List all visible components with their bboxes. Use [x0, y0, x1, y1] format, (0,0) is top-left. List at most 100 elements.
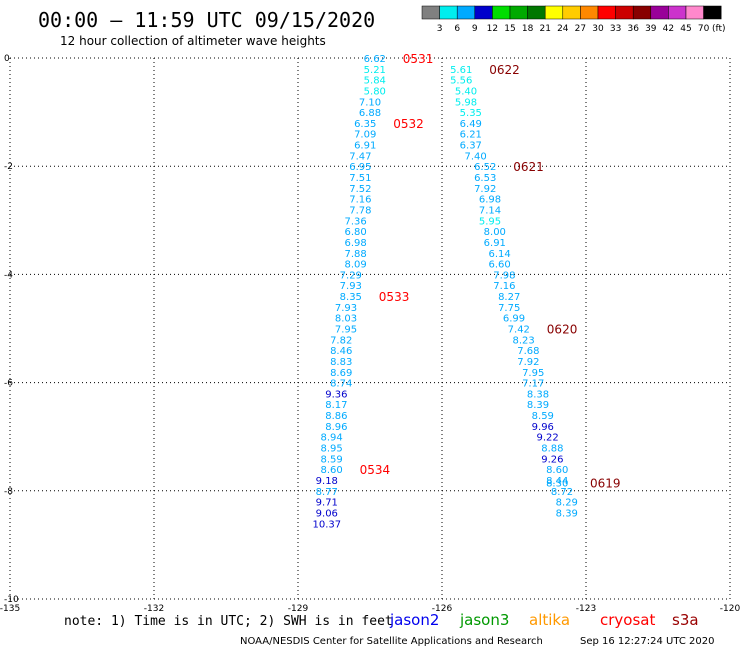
satellite-altika: altika: [529, 611, 570, 629]
swh-value: 7.93: [340, 281, 362, 292]
swh-value: 7.95: [335, 325, 357, 336]
swh-value: 8.72: [551, 487, 573, 498]
legend-bin-label: 42: [663, 24, 674, 34]
swh-value: 7.98: [493, 270, 515, 281]
swh-value: 5.84: [364, 76, 386, 87]
grid: -135 -132 -129 -126 -123 -120 0 -2 -4 -6 -8 -10: [0, 54, 740, 614]
swh-value: 9.18: [316, 476, 338, 487]
swh-value: 6.98: [479, 195, 501, 206]
swh-value: 7.42: [508, 325, 530, 336]
swh-value: 7.14: [479, 205, 501, 216]
swh-value: 7.10: [359, 97, 381, 108]
swh-value: 5.40: [455, 86, 477, 97]
swh-value: 8.74: [330, 379, 352, 390]
legend-swatch: [421, 5, 440, 20]
swh-value: 6.52: [474, 162, 496, 173]
footer-credit: NOAA/NESDIS Center for Satellite Applica…: [240, 636, 543, 647]
swh-value: 8.94: [320, 433, 342, 444]
y-tick-label: -8: [4, 487, 13, 497]
swh-value: 7.78: [349, 205, 371, 216]
swh-value: 7.36: [344, 216, 366, 227]
swh-value: 8.27: [498, 292, 520, 303]
swh-value: 5.35: [460, 108, 482, 119]
legend-swatch: [474, 5, 493, 20]
y-tick-label: -4: [4, 270, 13, 280]
y-tick-label: -6: [4, 379, 13, 389]
swh-value: 7.88: [344, 249, 366, 260]
legend-swatch: [650, 5, 669, 20]
swh-value: 6.88: [359, 108, 381, 119]
swh-value: 8.95: [320, 444, 342, 455]
swh-value: 9.26: [541, 454, 563, 465]
swh-value: 6.91: [484, 238, 506, 249]
swh-value: 6.60: [488, 260, 510, 271]
x-tick-label: -135: [0, 604, 20, 614]
x-tick-label: -132: [144, 604, 164, 614]
time-label: 0531: [403, 52, 434, 66]
legend-swatch: [509, 5, 528, 20]
legend-swatch: [492, 5, 511, 20]
satellite-s3a: s3a: [672, 611, 699, 629]
swh-value: 7.68: [517, 346, 539, 357]
legend-swatch: [527, 5, 546, 20]
legend-bin-label: 15: [504, 24, 515, 34]
legend-bin-label: 70: [698, 24, 710, 34]
swh-value: 7.92: [474, 184, 496, 195]
satellite-jason2: jason2: [389, 611, 439, 629]
y-tick-label: -2: [4, 162, 13, 172]
legend-bin-label: 3: [437, 24, 443, 34]
swh-value: 5.21: [364, 65, 386, 76]
legend-bin-label: 12: [487, 24, 498, 34]
swh-value: 7.47: [349, 151, 371, 162]
legend-bin-label: 18: [522, 24, 534, 34]
legend-swatch: [615, 5, 634, 20]
swh-value: 8.23: [512, 335, 534, 346]
swh-value: 8.60: [546, 465, 568, 476]
swh-value: 7.29: [340, 270, 362, 281]
swh-value: 8.77: [316, 487, 338, 498]
legend-bin-label: 9: [472, 24, 478, 34]
legend-swatch: [685, 5, 704, 20]
x-tick-label: -120: [720, 604, 740, 614]
time-label: 0533: [379, 290, 410, 304]
swh-value: 9.22: [536, 433, 558, 444]
swh-value: 8.60: [320, 465, 342, 476]
time-label: 0534: [360, 463, 391, 477]
swh-value: 8.83: [330, 357, 352, 368]
swh-value: 6.35: [354, 119, 376, 130]
swh-value: 7.92: [517, 357, 539, 368]
swh-value: 10.37: [312, 519, 341, 530]
swh-value: 7.95: [522, 368, 544, 379]
swh-value: 8.96: [325, 422, 347, 433]
swh-value: 5.56: [450, 76, 472, 87]
swh-value: 8.86: [325, 411, 347, 422]
legend-swatch: [580, 5, 599, 20]
footer-timestamp: Sep 16 12:27:24 UTC 2020: [580, 636, 714, 647]
swh-value: 6.62: [364, 54, 386, 65]
legend-swatch: [597, 5, 616, 20]
swh-value: 8.69: [330, 368, 352, 379]
swh-value: 8.29: [556, 498, 578, 509]
swh-value: 5.80: [364, 86, 386, 97]
time-label: 0620: [547, 323, 578, 337]
swh-value: 8.44: [546, 476, 568, 487]
swh-value: 9.06: [316, 508, 338, 519]
y-tick-label: 0: [4, 54, 10, 64]
swh-value: 6.80: [344, 227, 366, 238]
legend-bin-label: 30: [592, 24, 604, 34]
y-tick-label: -10: [4, 595, 19, 605]
footer-note: note: 1) Time is in UTC; 2) SWH is in fe…: [64, 614, 393, 629]
swh-value: 6.21: [460, 130, 482, 141]
time-label: 0621: [513, 160, 544, 174]
swh-value: 7.40: [464, 151, 486, 162]
tracks: 6.625.215.845.807.106.886.357.096.917.47…: [312, 52, 620, 530]
swh-value: 8.39: [527, 400, 549, 411]
legend-bin-label: 27: [575, 24, 586, 34]
swh-value: 7.51: [349, 173, 371, 184]
time-label: 0622: [489, 63, 520, 77]
color-legend: 3 6 9 12 15 18 21 24 27 30 33 36 39 42 45 70: [421, 5, 722, 34]
swh-value: 5.61: [450, 65, 472, 76]
x-tick-label: -129: [288, 604, 309, 614]
swh-value: 6.14: [488, 249, 510, 260]
swh-value: 9.96: [532, 422, 554, 433]
